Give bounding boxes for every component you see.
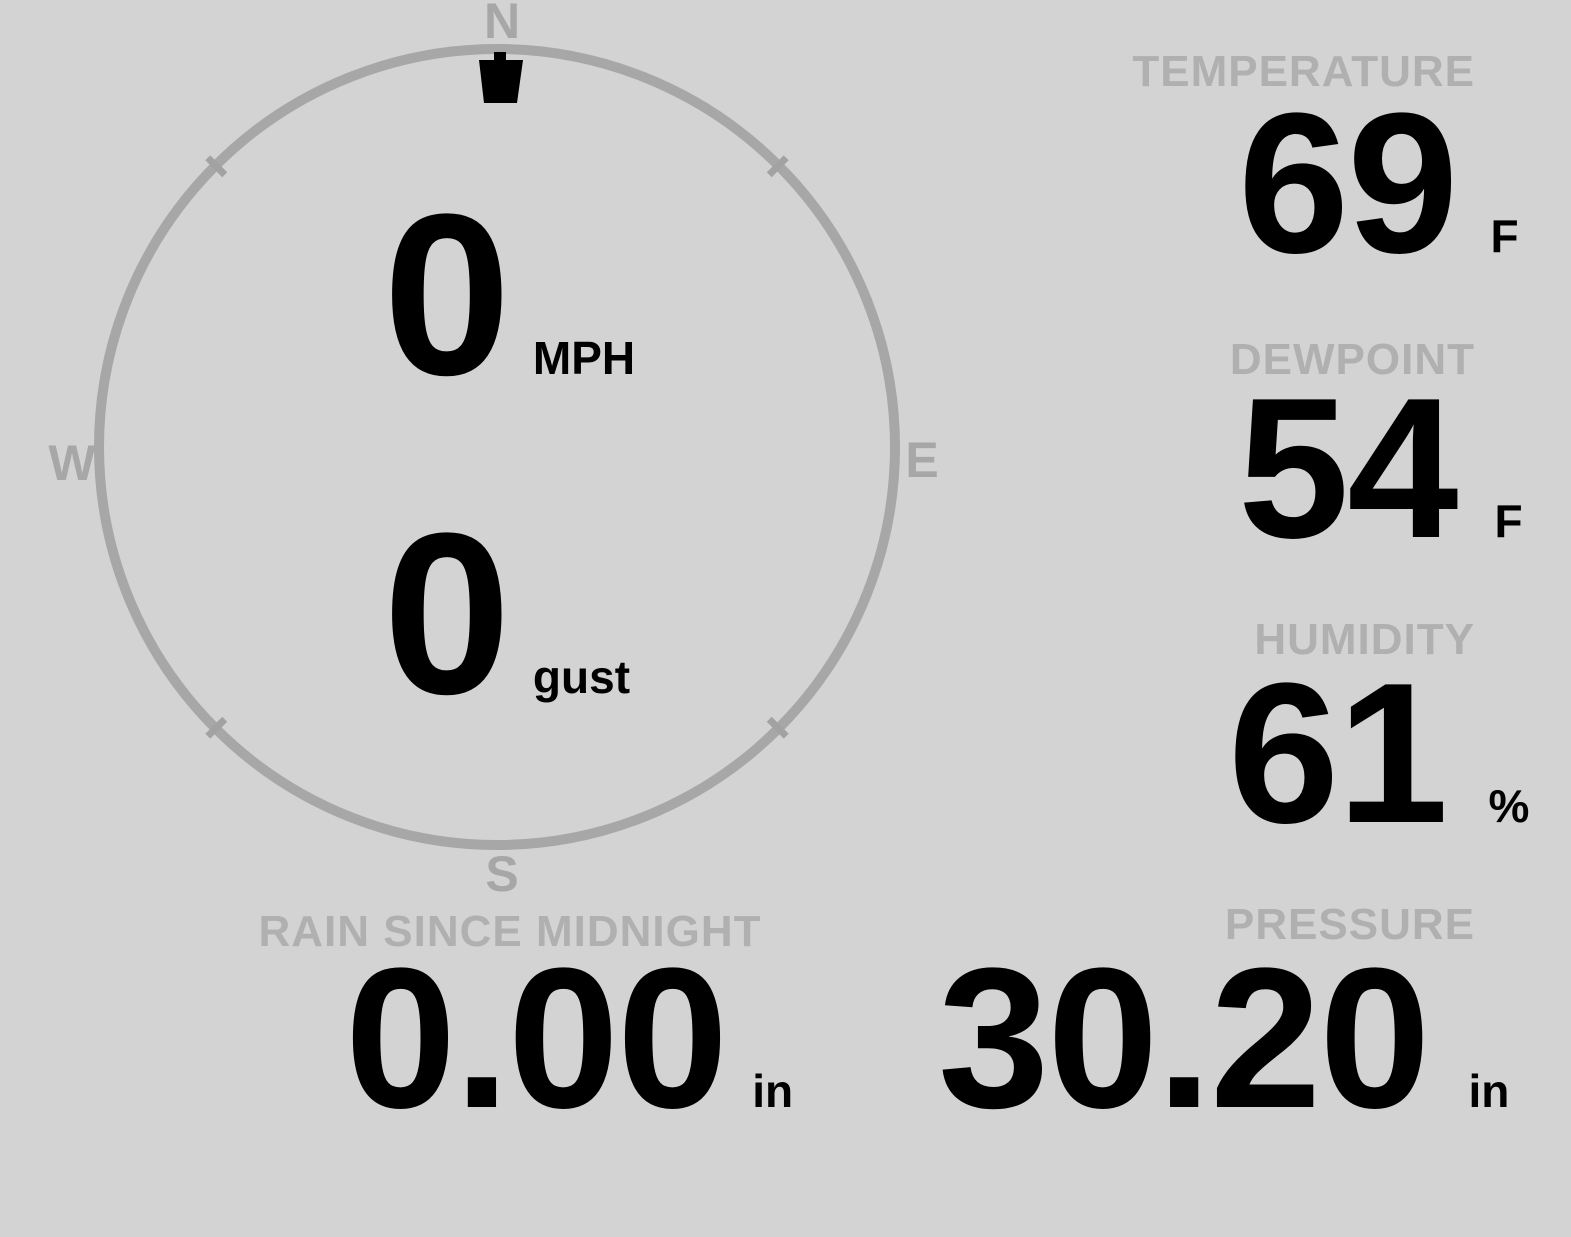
temperature-label: TEMPERATURE — [1132, 47, 1475, 96]
pressure-value: 30.20 — [938, 927, 1430, 1150]
compass-ring — [94, 44, 900, 850]
humidity-reading: 61 % — [1228, 654, 1529, 854]
wind-speed-unit: MPH — [532, 332, 636, 384]
humidity-unit: % — [1488, 780, 1530, 832]
humidity-label: HUMIDITY — [1254, 615, 1475, 664]
cardinal-south-label: S — [485, 846, 519, 902]
cardinal-north-label: N — [483, 0, 521, 49]
compass-tick-ne — [766, 155, 789, 178]
pressure-reading: 30.20 in — [938, 939, 1509, 1139]
rain-value: 0.00 — [345, 927, 728, 1150]
temperature-reading: 69 F — [1238, 84, 1519, 284]
wind-compass — [94, 44, 900, 850]
wind-direction-marker — [479, 52, 523, 103]
rain-reading: 0.00 in — [345, 939, 793, 1139]
temperature-unit: F — [1490, 210, 1519, 262]
cardinal-east-label: E — [905, 432, 939, 488]
compass-tick-se — [766, 716, 789, 739]
wind-speed-value: 0 — [383, 166, 511, 423]
humidity-value: 61 — [1228, 642, 1448, 865]
wind-gust-unit: gust — [532, 651, 631, 703]
rain-unit: in — [752, 1065, 794, 1117]
pressure-unit: in — [1468, 1065, 1510, 1117]
dewpoint-unit: F — [1494, 495, 1523, 547]
wind-gust: 0 gust — [383, 499, 630, 729]
compass-tick-nw — [205, 155, 228, 178]
dewpoint-label: DEWPOINT — [1229, 335, 1475, 384]
wind-speed: 0 MPH — [383, 180, 635, 410]
cardinal-west-label: W — [48, 435, 96, 491]
wind-gust-value: 0 — [383, 485, 511, 742]
pressure-label: PRESSURE — [1224, 900, 1475, 949]
rain-label: RAIN SINCE MIDNIGHT — [258, 907, 762, 956]
dewpoint-reading: 54 F — [1238, 369, 1523, 569]
temperature-value: 69 — [1238, 72, 1458, 295]
compass-tick-sw — [205, 716, 228, 739]
dewpoint-value: 54 — [1238, 357, 1458, 580]
